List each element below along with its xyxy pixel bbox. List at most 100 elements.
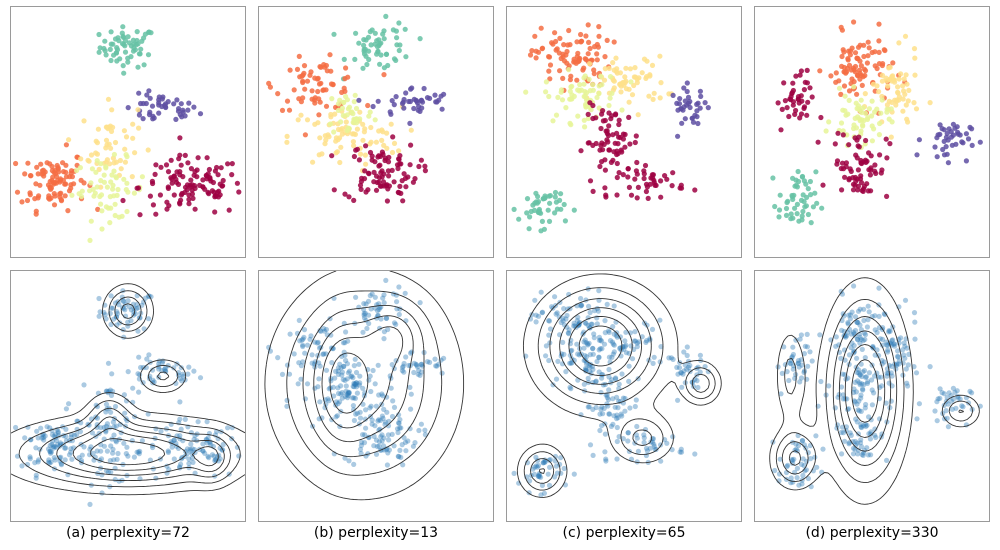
data-point bbox=[48, 185, 55, 191]
caption-d: (d) perplexity=330 bbox=[805, 525, 939, 541]
data-point bbox=[376, 128, 382, 134]
data-point bbox=[108, 305, 114, 311]
data-point bbox=[581, 357, 587, 364]
data-point bbox=[149, 178, 155, 184]
data-point bbox=[596, 24, 602, 30]
data-point bbox=[859, 187, 865, 194]
data-point bbox=[586, 404, 592, 410]
density-contour bbox=[321, 326, 404, 429]
data-point bbox=[616, 121, 622, 128]
data-point bbox=[63, 445, 69, 451]
data-point bbox=[790, 215, 796, 221]
data-point bbox=[173, 116, 179, 122]
data-point bbox=[317, 328, 323, 334]
data-point bbox=[346, 390, 352, 396]
data-point bbox=[842, 438, 848, 444]
data-point bbox=[301, 327, 308, 333]
data-point bbox=[585, 375, 591, 381]
data-point bbox=[417, 372, 423, 378]
data-point bbox=[189, 191, 195, 197]
data-point bbox=[882, 311, 888, 318]
data-point bbox=[967, 388, 973, 394]
data-point bbox=[623, 350, 629, 356]
data-point bbox=[145, 316, 152, 322]
data-point bbox=[109, 107, 115, 113]
data-point bbox=[798, 332, 804, 338]
data-point bbox=[631, 82, 637, 89]
data-point bbox=[772, 203, 778, 210]
data-point bbox=[625, 430, 631, 436]
data-point bbox=[927, 364, 933, 370]
data-point bbox=[888, 398, 894, 404]
data-point bbox=[400, 363, 406, 369]
data-point bbox=[853, 389, 859, 395]
data-point bbox=[798, 68, 804, 74]
data-point bbox=[606, 65, 612, 71]
data-point bbox=[888, 134, 894, 140]
data-point bbox=[854, 401, 860, 407]
data-point bbox=[797, 115, 803, 121]
data-point bbox=[876, 21, 882, 27]
data-point bbox=[677, 96, 683, 102]
data-point bbox=[585, 341, 591, 347]
data-point bbox=[914, 152, 920, 158]
data-point bbox=[649, 62, 656, 68]
data-point bbox=[527, 478, 533, 484]
data-point bbox=[557, 197, 563, 203]
data-point bbox=[416, 103, 422, 110]
data-point bbox=[631, 338, 637, 344]
data-point bbox=[275, 91, 281, 97]
data-point bbox=[564, 312, 570, 319]
data-point bbox=[578, 148, 584, 154]
data-point bbox=[111, 457, 117, 463]
data-point bbox=[317, 399, 323, 405]
data-point bbox=[581, 75, 587, 81]
data-point bbox=[338, 391, 344, 397]
data-point bbox=[578, 31, 584, 38]
data-point bbox=[171, 365, 177, 371]
data-point bbox=[912, 336, 918, 342]
data-point bbox=[845, 320, 851, 326]
data-point bbox=[169, 444, 175, 450]
data-point bbox=[842, 93, 848, 99]
data-point bbox=[211, 453, 217, 459]
data-point bbox=[584, 354, 590, 360]
data-point bbox=[532, 464, 538, 470]
density-contour bbox=[568, 315, 633, 377]
data-point bbox=[107, 46, 113, 53]
data-point bbox=[191, 368, 197, 374]
data-point bbox=[581, 345, 587, 351]
data-point bbox=[338, 144, 344, 150]
data-point bbox=[366, 170, 372, 176]
data-point bbox=[441, 355, 447, 361]
data-point bbox=[585, 322, 591, 329]
data-point bbox=[590, 188, 596, 194]
data-point bbox=[864, 60, 870, 66]
data-point bbox=[949, 406, 955, 412]
data-point bbox=[927, 100, 933, 106]
data-point bbox=[855, 407, 861, 413]
data-point bbox=[550, 118, 556, 124]
data-point bbox=[317, 99, 323, 105]
data-point bbox=[121, 298, 127, 304]
data-point bbox=[869, 113, 875, 119]
data-point bbox=[63, 174, 70, 180]
data-point bbox=[135, 328, 141, 334]
data-point bbox=[309, 352, 315, 358]
data-point bbox=[416, 367, 422, 374]
data-point bbox=[373, 187, 380, 193]
data-point bbox=[55, 429, 61, 435]
data-point bbox=[297, 338, 303, 344]
data-point bbox=[543, 79, 549, 85]
density-contour bbox=[39, 296, 231, 482]
data-point bbox=[587, 442, 594, 448]
data-point bbox=[200, 448, 206, 454]
data-point bbox=[51, 445, 57, 451]
data-point bbox=[680, 371, 686, 377]
data-point bbox=[218, 165, 224, 171]
data-point bbox=[684, 344, 690, 350]
data-point bbox=[592, 308, 598, 314]
data-point bbox=[296, 317, 302, 323]
data-point bbox=[828, 73, 834, 79]
data-point bbox=[108, 293, 114, 299]
